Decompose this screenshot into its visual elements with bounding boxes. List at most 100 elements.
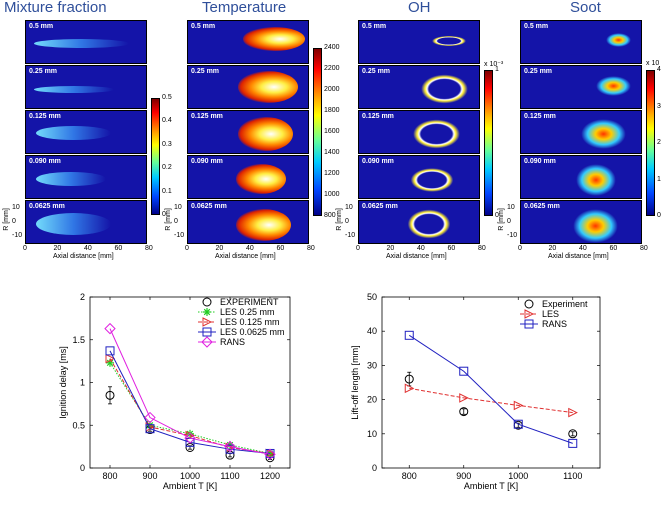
x-axis-tick-label: 60	[276, 245, 285, 252]
y-axis-tick-label: -10	[507, 232, 518, 239]
colorbar-tick-label: 0.3	[162, 140, 172, 148]
data-point	[513, 419, 523, 429]
contour-panel: 0.5 mm	[187, 20, 309, 64]
data-point	[404, 383, 415, 394]
data-point	[459, 407, 469, 417]
liftoff-length-chart: 800 900 1000 1100 0 10 20 30 40 50 Ambient T [K] Li…	[350, 292, 601, 491]
contour-panel: 0.5 mm	[25, 20, 147, 64]
contour-panel: 0.0625 mm	[187, 200, 309, 244]
x-axis-tick-label: 40	[579, 245, 587, 252]
colorbar-tick-label: 2000	[324, 86, 340, 93]
data-point	[224, 440, 236, 453]
x-axis-label: Axial distance [mm]	[548, 253, 609, 260]
x-axis-label: Ambient T [K]	[464, 481, 518, 491]
legend-entry: EXPERIMENT	[220, 297, 279, 307]
panel-resolution-label: 0.125 mm	[29, 113, 61, 120]
contour-panel: 0.090 mm	[25, 155, 147, 199]
contour-panel: 0.125 mm	[187, 110, 309, 154]
y-tick-label: 0.5	[72, 420, 85, 430]
contour-panel: 0.25 mm	[520, 65, 642, 109]
x-axis-label: Axial distance [mm]	[215, 253, 276, 260]
x-axis-label: Axial distance [mm]	[53, 253, 114, 260]
data-point	[513, 400, 524, 411]
x-axis-label: Ambient T [K]	[163, 481, 217, 491]
x-axis-label: Axial distance [mm]	[386, 253, 447, 260]
flame-shape	[236, 164, 286, 194]
x-axis-tick-label: 80	[640, 245, 648, 252]
panel-resolution-label: 0.090 mm	[524, 158, 556, 165]
x-axis-tick-label: 0	[185, 245, 189, 252]
x-axis-tick-label: 60	[447, 245, 456, 252]
column-title: Mixture fraction	[4, 0, 107, 16]
x-axis-tick-label: 0	[518, 245, 522, 252]
flame-shape	[429, 35, 469, 47]
colorbar-tick-label: 1800	[324, 107, 340, 114]
data-point	[202, 327, 212, 337]
x-axis-tick-label: 40	[84, 245, 92, 252]
x-axis-tick-label: 60	[609, 245, 618, 252]
colorbar-tick-label: 0	[657, 212, 661, 219]
y-axis-label: R [mm]	[164, 208, 172, 231]
legend-entry: LES	[542, 309, 559, 319]
flame-shape	[407, 166, 457, 194]
legend-entry: Experiment	[542, 299, 588, 309]
y-axis-label: R [mm]	[497, 208, 505, 231]
series-line	[109, 350, 271, 454]
flame-shape	[243, 27, 305, 51]
contour-panel: 0.0625 mm	[25, 200, 147, 244]
panel-resolution-label: 0.0625 mm	[191, 203, 227, 210]
contour-panel: 0.090 mm	[187, 155, 309, 199]
y-tick-label: 0	[80, 463, 85, 473]
colorbar-tick-label: 1	[657, 175, 661, 183]
x-tick-label: 800	[402, 471, 417, 481]
flame-shape	[417, 72, 472, 106]
contour-panel: 0.125 mm	[25, 110, 147, 154]
y-axis-tick-label: 10	[12, 204, 20, 211]
data-point	[105, 390, 115, 400]
panel-resolution-label: 0.5 mm	[29, 23, 54, 30]
y-tick-label: 0	[372, 463, 377, 473]
data-point	[524, 309, 535, 319]
y-axis-label: R [mm]	[335, 208, 343, 231]
x-axis-tick-label: 80	[307, 245, 315, 252]
colorbar-tick-label: 0.4	[162, 117, 172, 125]
colorbar-tick-label: 3	[657, 102, 661, 110]
column-title: OH	[408, 0, 431, 16]
legend-entry: LES 0.0625 mm	[220, 327, 285, 337]
panel-resolution-label: 0.25 mm	[29, 68, 58, 75]
y-tick-label: 30	[367, 360, 377, 370]
data-point	[568, 429, 578, 439]
data-point	[568, 438, 578, 448]
y-axis-tick-label: 10	[345, 204, 353, 211]
panel-resolution-label: 0.125 mm	[524, 113, 556, 120]
colorbar-tick-label: 0	[162, 211, 166, 218]
x-axis-tick-label: 60	[114, 245, 123, 252]
flame-shape	[576, 164, 616, 196]
x-axis-tick-label: 40	[417, 245, 425, 252]
flame-shape	[36, 126, 111, 140]
x-tick-label: 900	[456, 471, 471, 481]
x-axis-tick-label: 20	[53, 245, 62, 252]
contour-panel: 0.090 mm	[358, 155, 480, 199]
x-axis-tick-label: 40	[246, 245, 254, 252]
flame-shape	[238, 117, 293, 151]
y-axis-tick-label: -10	[174, 232, 185, 239]
x-axis-tick-label: 20	[548, 245, 557, 252]
y-axis-label: Ignition delay [ms]	[58, 346, 68, 419]
y-axis-tick-label: -10	[345, 232, 356, 239]
contour-panel: 0.0625 mm	[520, 200, 642, 244]
colorbar	[646, 70, 655, 216]
colorbar-tick-label: 2400	[324, 44, 340, 51]
x-axis-tick-label: 20	[215, 245, 224, 252]
column-title: Temperature	[202, 0, 287, 16]
y-axis-tick-label: 0	[507, 218, 511, 225]
panel-resolution-label: 0.0625 mm	[362, 203, 398, 210]
x-axis-tick-label: 0	[356, 245, 360, 252]
colorbar-tick-label: 0	[495, 212, 499, 219]
panel-resolution-label: 0.5 mm	[362, 23, 387, 30]
column-title: Soot	[570, 0, 601, 16]
flame-shape	[581, 119, 626, 149]
y-tick-label: 40	[367, 326, 377, 336]
data-point	[459, 366, 469, 376]
x-tick-label: 900	[142, 471, 157, 481]
